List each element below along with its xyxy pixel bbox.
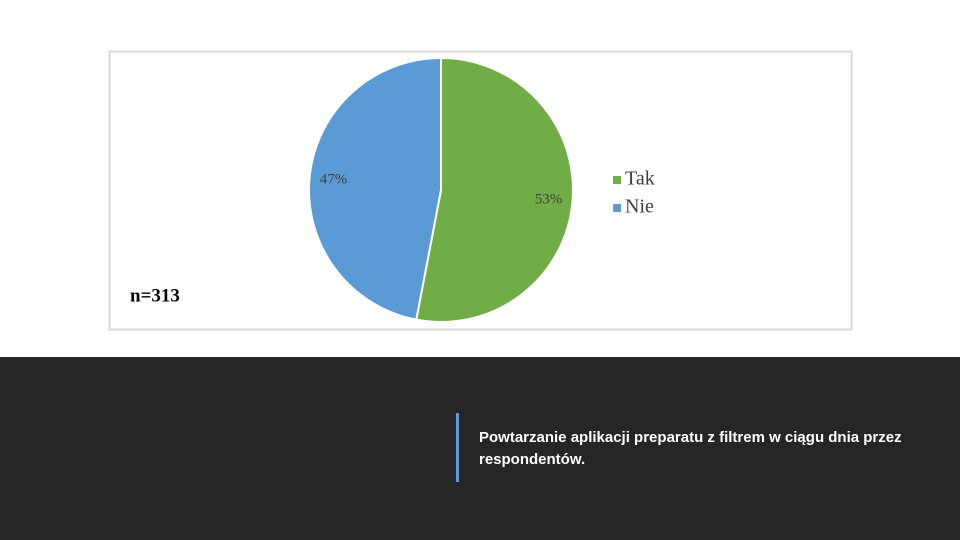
- footer-panel: [0, 357, 960, 540]
- pie-slice: [308, 56, 442, 321]
- data-label: 47%: [320, 171, 348, 187]
- caption: Powtarzanie aplikacji preparatu z filtre…: [479, 429, 902, 468]
- data-label: 53%: [535, 192, 563, 208]
- pie-slice: [415, 56, 574, 323]
- legend-label: Tak: [625, 168, 655, 190]
- legend-swatch: [613, 176, 621, 184]
- legend-swatch: [613, 204, 621, 212]
- accent-bar: [456, 413, 459, 482]
- chart: n=313 53% 47% Tak Nie: [108, 50, 853, 331]
- legend-label: Nie: [625, 196, 654, 218]
- annotation: n=313: [130, 285, 180, 306]
